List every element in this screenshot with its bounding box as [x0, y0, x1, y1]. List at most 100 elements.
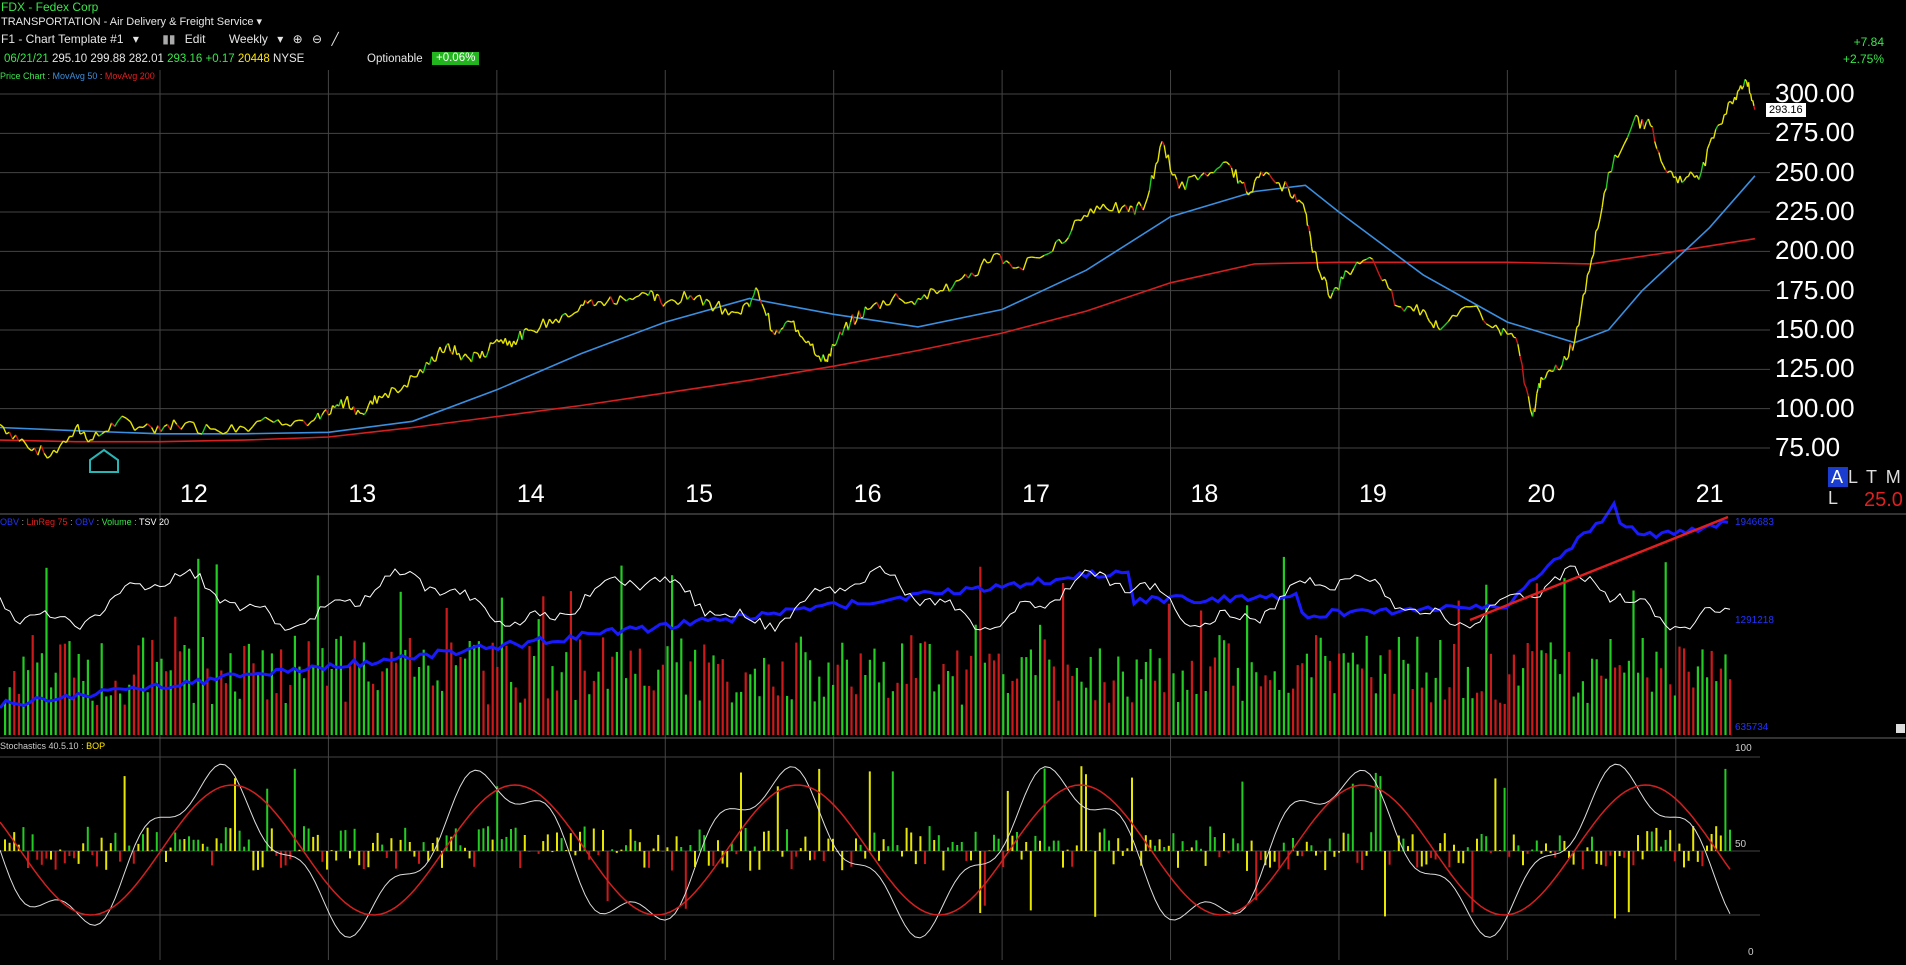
price-segment	[856, 310, 860, 321]
price-segment	[1127, 205, 1132, 213]
bop-bar	[358, 851, 361, 866]
volume-bar	[1236, 667, 1239, 735]
volume-studies-legend[interactable]: OBV : LinReg 75 : OBV : Volume : TSV 20	[0, 517, 170, 527]
volume-bar	[496, 666, 499, 735]
volume-bar	[505, 645, 508, 735]
zoom-out-icon[interactable]: ⊖	[312, 32, 323, 46]
volume-bar	[178, 651, 181, 735]
price-segment	[410, 374, 414, 378]
bop-bar	[882, 839, 885, 851]
scroll-box-icon[interactable]	[1896, 724, 1905, 733]
price-segment	[996, 252, 1001, 256]
price-segment	[1509, 332, 1512, 335]
bop-bar	[1177, 851, 1179, 868]
volume-bar	[1365, 635, 1368, 735]
volume-bar	[606, 688, 609, 735]
year-axis-label: 17	[1022, 480, 1050, 508]
volume-bar	[1052, 666, 1055, 735]
price-segment	[363, 411, 367, 415]
bop-bar	[381, 844, 384, 851]
stoch-studies-legend[interactable]: Stochastics 40.5.10 : BOP	[0, 741, 106, 751]
price-segment	[961, 273, 966, 279]
bop-bar	[643, 851, 646, 868]
volume-bar	[661, 664, 664, 735]
price-segment	[252, 420, 258, 428]
bop-bar	[1673, 851, 1676, 862]
sector-dropdown[interactable]: TRANSPORTATION - Air Delivery & Freight …	[1, 16, 262, 29]
price-segment	[1517, 344, 1521, 357]
volume-bar	[1568, 651, 1571, 735]
volume-bar	[307, 641, 310, 735]
bop-bar	[1075, 845, 1078, 851]
bop-bar	[105, 851, 108, 870]
volume-bar	[855, 694, 858, 735]
volume-bar	[1292, 688, 1295, 735]
price-segment	[281, 423, 287, 426]
bop-bar	[1154, 845, 1156, 851]
volume-bar	[910, 635, 913, 735]
breakout-marker-icon[interactable]	[89, 448, 119, 473]
bop-bar	[1296, 851, 1299, 856]
bop-bar	[1351, 783, 1354, 851]
bop-bar	[422, 842, 425, 851]
price-segment	[1689, 171, 1694, 175]
price-segment	[1146, 190, 1151, 199]
price-segment	[460, 356, 464, 361]
price-segment	[1051, 241, 1057, 252]
edit-button[interactable]: ▮▮ Edit	[162, 32, 206, 46]
volume-bar	[1232, 685, 1235, 735]
volume-bar	[1637, 672, 1640, 735]
bop-bar	[1043, 768, 1046, 851]
price-segment	[1617, 150, 1622, 158]
bop-bar	[487, 826, 489, 851]
bop-bar	[312, 836, 315, 851]
price-segment	[447, 343, 452, 352]
bop-bar	[901, 851, 903, 857]
volume-bar	[68, 641, 71, 735]
bop-bar	[878, 851, 880, 861]
price-segment	[1378, 273, 1383, 281]
period-dropdown[interactable]: Weekly ▾	[228, 32, 284, 46]
price-segment	[1015, 266, 1020, 269]
volume-bar	[1604, 678, 1607, 735]
bop-bar	[574, 851, 577, 856]
bop-bar	[1163, 847, 1166, 851]
price-studies-legend[interactable]: Price Chart : MovAvg 50 : MovAvg 200	[0, 71, 155, 81]
bop-bar	[905, 827, 908, 851]
volume-bar	[128, 684, 131, 735]
bop-bar	[192, 839, 195, 851]
chart-template-dropdown[interactable]: F1 - Chart Template #1 ▾	[1, 32, 139, 46]
price-segment	[1715, 125, 1719, 130]
volume-bar	[1494, 699, 1497, 735]
volume-bar	[1729, 679, 1732, 735]
volume-bar	[933, 691, 936, 735]
bop-bar	[546, 834, 549, 851]
volume-bar	[1687, 671, 1690, 735]
price-segment	[826, 355, 830, 363]
volume-bar	[1430, 702, 1433, 735]
bop-bar	[1374, 772, 1377, 851]
price-segment	[98, 433, 103, 437]
price-segment	[1008, 263, 1014, 269]
bop-bar	[1333, 851, 1336, 857]
bop-bar	[431, 843, 434, 851]
volume-bar	[1554, 659, 1557, 735]
zoom-in-icon[interactable]: ⊕	[292, 32, 303, 46]
bop-bar	[891, 771, 894, 851]
price-segment	[166, 424, 172, 431]
price-segment	[1353, 261, 1358, 269]
draw-line-icon[interactable]: ╱	[331, 32, 339, 46]
volume-bar	[698, 700, 701, 735]
volume-bar	[1609, 639, 1612, 735]
price-segment	[638, 292, 643, 297]
bop-bar	[40, 851, 43, 865]
bop-bar	[1595, 851, 1598, 864]
volume-bar	[436, 680, 439, 735]
price-segment	[1750, 93, 1753, 102]
price-segment	[1422, 309, 1426, 313]
price-segment	[832, 343, 835, 347]
price-segment	[247, 426, 254, 432]
year-axis-label: 13	[348, 480, 377, 508]
